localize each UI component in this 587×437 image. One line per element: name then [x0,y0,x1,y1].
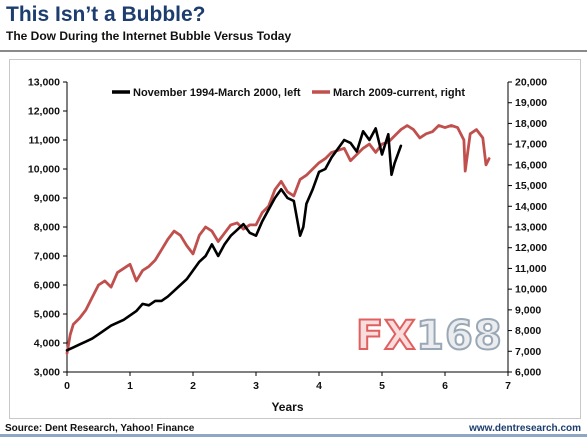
y-right-tick-label: 6,000 [515,367,541,379]
footer-bar [0,434,587,437]
chart-title: This Isn’t a Bubble? [6,3,206,26]
y-left-tick-label: 3,000 [34,367,60,379]
x-tick-label: 5 [379,380,385,392]
y-right-tick-label: 18,000 [515,118,547,130]
header-divider [0,50,587,52]
y-right-tick-label: 7,000 [515,346,541,358]
x-tick-label: 0 [64,380,70,392]
fx168-watermark: FX168 [355,312,503,360]
x-tick-label: 7 [505,380,511,392]
y-right-tick-label: 11,000 [515,263,547,275]
y-right-tick-label: 10,000 [515,284,547,296]
series-line-2 [65,124,491,355]
y-left-tick-label: 12,000 [28,106,60,118]
x-tick-label: 4 [316,380,322,392]
legend: November 1994-March 2000, left March 2009… [112,87,465,99]
series-layer [65,124,491,355]
y-left-tick-label: 7,000 [34,251,60,263]
y-left-tick-label: 4,000 [34,338,60,350]
y-left-tick-label: 10,000 [28,164,60,176]
y-left-tick-label: 8,000 [34,222,60,234]
watermark-part-b: 168 [415,312,503,360]
source-note: Source: Dent Research, Yahoo! Finance [5,423,195,434]
x-tick-label: 2 [190,380,196,392]
y-right-tick-label: 19,000 [515,97,547,109]
chart-axes: 3,000 4,000 5,000 6,000 7,000 8,000 9,000 10,00… [28,77,547,393]
y-left-tick-label: 11,000 [28,135,60,147]
x-axis-label: Years [271,400,303,414]
y-right-tick-label: 15,000 [515,180,547,192]
y-left-tick-label: 13,000 [28,77,60,89]
chart-subtitle: The Dow During the Internet Bubble Versu… [6,29,292,43]
x-tick-label: 1 [127,380,133,392]
y-right-tick-label: 12,000 [515,242,547,254]
watermark-part-a: FX [355,312,417,360]
y-right-tick-label: 9,000 [515,304,541,316]
y-right-tick-label: 16,000 [515,159,547,171]
y-right-tick-label: 13,000 [515,222,547,234]
plot-frame [9,59,581,419]
website-url[interactable]: www.dentresearch.com [469,423,581,434]
y-right-tick-label: 17,000 [515,139,547,151]
legend-label-2: March 2009-current, right [333,87,465,99]
x-tick-label: 3 [253,380,259,392]
y-left-tick-label: 9,000 [34,193,60,205]
y-left-tick-label: 5,000 [34,309,60,321]
y-left-tick-label: 6,000 [34,280,60,292]
y-right-tick-label: 8,000 [515,325,541,337]
series-line-1 [65,127,403,352]
legend-label-1: November 1994-March 2000, left [133,87,301,99]
y-right-tick-label: 20,000 [515,77,547,89]
y-right-tick-label: 14,000 [515,201,547,213]
x-tick-label: 6 [442,380,448,392]
